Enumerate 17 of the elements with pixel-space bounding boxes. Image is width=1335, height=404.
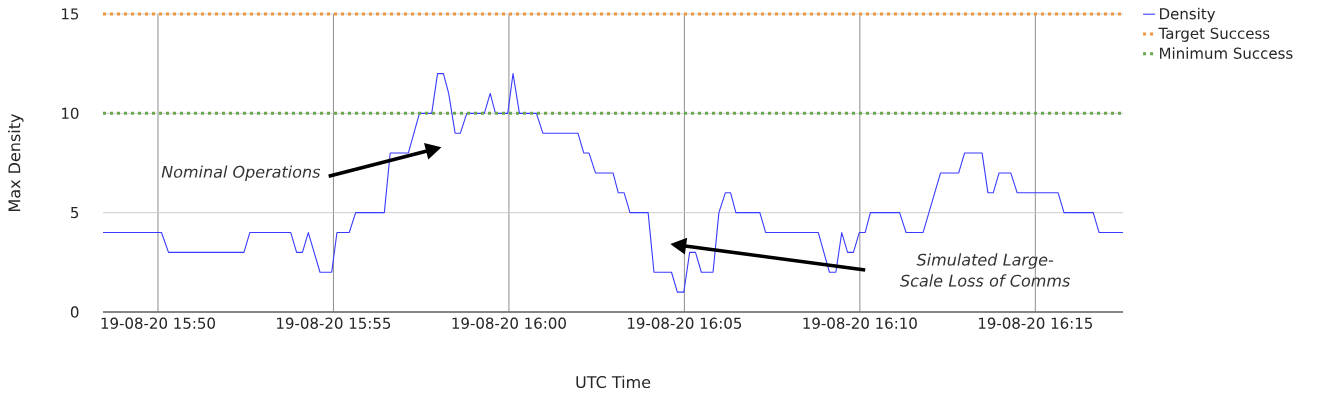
y-tick-label: 15 — [62, 8, 79, 20]
x-axis-title: UTC Time — [576, 375, 651, 389]
x-tick-label: 19-08-20 15:55 — [277, 317, 391, 329]
x-tick-label: 19-08-20 16:05 — [627, 317, 742, 329]
y-axis-title: Max Density — [8, 113, 24, 211]
x-tick-label: 19-08-20 16:10 — [803, 317, 917, 329]
y-tick-label: 5 — [71, 207, 79, 219]
legend-label: Minimum Success — [1160, 47, 1293, 59]
annotation: Simulated Large-Scale Loss of Comms — [900, 253, 1070, 287]
legend-label: Density — [1160, 7, 1216, 23]
legend-label: Target Success — [1158, 27, 1270, 42]
x-tick-label: 19-08-20 16:00 — [452, 317, 566, 329]
y-tick-label: 0 — [70, 306, 79, 318]
y-tick-label: 10 — [62, 107, 79, 120]
x-tick-label: 19-08-20 15:50 — [101, 317, 215, 329]
annotation: Nominal Operations — [161, 165, 321, 181]
x-tick-label: 19-08-20 16:15 — [978, 317, 1093, 329]
